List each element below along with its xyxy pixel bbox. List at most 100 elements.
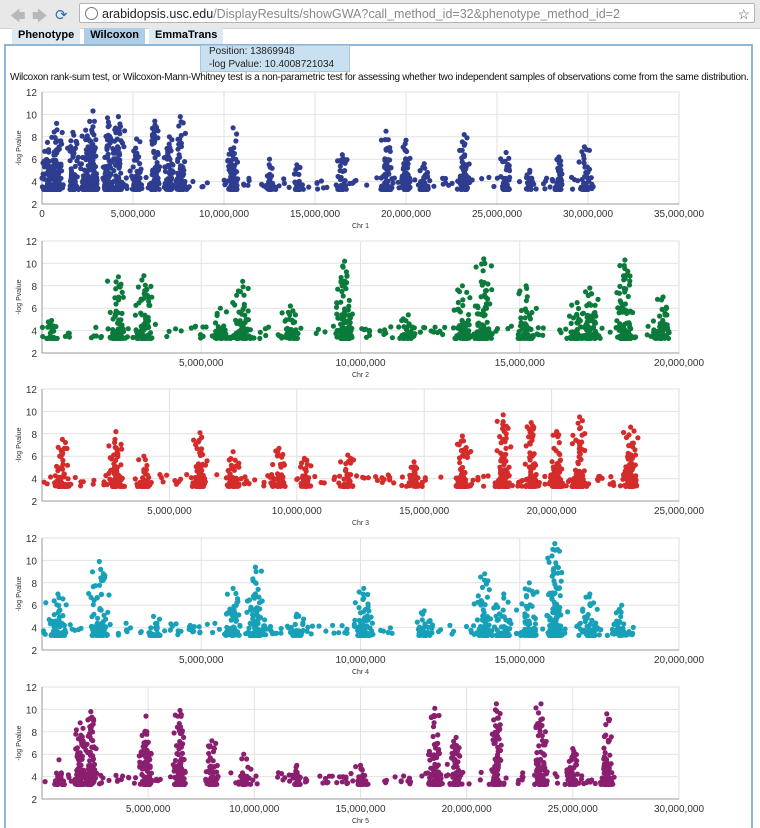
data-point[interactable] (197, 472, 203, 478)
data-point[interactable] (623, 434, 630, 441)
data-point[interactable] (364, 182, 370, 188)
data-point[interactable] (44, 139, 51, 145)
data-point[interactable] (476, 335, 482, 341)
tab-wilcoxon[interactable]: Wilcoxon (84, 28, 146, 44)
data-point[interactable] (573, 333, 579, 339)
data-point[interactable] (615, 324, 622, 330)
data-point[interactable] (623, 483, 629, 489)
data-point[interactable] (104, 166, 110, 172)
data-point[interactable] (442, 175, 448, 182)
data-point[interactable] (229, 474, 236, 480)
data-point[interactable] (440, 181, 446, 187)
data-point[interactable] (476, 331, 482, 337)
data-point[interactable] (56, 481, 62, 487)
data-point[interactable] (579, 418, 586, 424)
data-point[interactable] (212, 620, 218, 626)
data-point[interactable] (553, 483, 559, 489)
data-point[interactable] (169, 161, 175, 167)
data-point[interactable] (127, 625, 134, 631)
data-point[interactable] (471, 623, 477, 629)
data-point[interactable] (133, 152, 139, 158)
data-point[interactable] (353, 177, 359, 184)
data-point[interactable] (582, 618, 588, 625)
data-point[interactable] (620, 335, 627, 341)
data-point[interactable] (533, 305, 539, 311)
data-point[interactable] (234, 159, 241, 165)
data-point[interactable] (569, 186, 576, 192)
data-point[interactable] (82, 168, 89, 174)
data-point[interactable] (631, 478, 637, 484)
data-point[interactable] (250, 593, 256, 599)
data-point[interactable] (110, 186, 116, 192)
data-point[interactable] (60, 613, 66, 619)
data-point[interactable] (175, 632, 181, 638)
data-point[interactable] (134, 136, 140, 142)
data-point[interactable] (67, 158, 73, 164)
data-point[interactable] (63, 483, 69, 489)
data-point[interactable] (500, 421, 506, 427)
data-point[interactable] (102, 154, 108, 160)
data-point[interactable] (154, 160, 160, 166)
data-point[interactable] (115, 144, 121, 150)
data-point[interactable] (318, 178, 324, 184)
data-point[interactable] (425, 624, 431, 630)
data-point[interactable] (204, 458, 210, 464)
data-point[interactable] (330, 622, 336, 628)
data-point[interactable] (486, 587, 492, 593)
data-point[interactable] (314, 180, 320, 186)
data-point[interactable] (459, 317, 465, 324)
data-point[interactable] (58, 620, 64, 626)
data-point[interactable] (337, 168, 343, 174)
data-point[interactable] (256, 594, 262, 600)
data-point[interactable] (55, 444, 61, 450)
data-point[interactable] (65, 145, 71, 151)
data-point[interactable] (617, 483, 624, 489)
data-point[interactable] (345, 318, 351, 324)
data-point[interactable] (485, 473, 491, 479)
data-point[interactable] (583, 321, 589, 327)
data-point[interactable] (463, 323, 469, 329)
data-point[interactable] (98, 334, 104, 341)
data-point[interactable] (423, 770, 429, 776)
data-point[interactable] (485, 296, 491, 302)
data-point[interactable] (480, 307, 486, 314)
data-point[interactable] (141, 273, 147, 279)
data-point[interactable] (599, 325, 605, 331)
data-point[interactable] (146, 298, 152, 304)
data-point[interactable] (112, 464, 118, 470)
data-point[interactable] (136, 182, 143, 188)
data-point[interactable] (374, 175, 380, 181)
data-point[interactable] (397, 335, 403, 341)
data-point[interactable] (422, 475, 428, 481)
data-point[interactable] (49, 317, 55, 324)
data-point[interactable] (551, 632, 557, 638)
data-point[interactable] (181, 184, 187, 190)
data-point[interactable] (437, 328, 443, 334)
data-point[interactable] (546, 559, 552, 565)
data-point[interactable] (144, 462, 150, 469)
data-point[interactable] (151, 148, 157, 154)
data-point[interactable] (252, 564, 258, 570)
data-point[interactable] (343, 269, 349, 275)
data-point[interactable] (204, 621, 210, 627)
data-point[interactable] (622, 289, 628, 295)
data-point[interactable] (481, 313, 487, 319)
data-point[interactable] (594, 606, 600, 612)
data-point[interactable] (250, 777, 256, 783)
bookmark-star-icon[interactable]: ☆ (737, 6, 750, 22)
data-point[interactable] (463, 186, 469, 192)
data-point[interactable] (59, 436, 65, 442)
data-point[interactable] (344, 157, 350, 163)
data-point[interactable] (466, 312, 472, 318)
data-point[interactable] (276, 445, 282, 451)
data-point[interactable] (245, 308, 251, 314)
data-point[interactable] (463, 177, 469, 183)
data-point[interactable] (361, 595, 367, 601)
data-point[interactable] (617, 283, 623, 289)
data-point[interactable] (197, 482, 203, 489)
data-point[interactable] (194, 468, 200, 474)
data-point[interactable] (263, 632, 269, 638)
data-point[interactable] (233, 590, 239, 597)
data-point[interactable] (528, 627, 534, 633)
data-point[interactable] (399, 179, 405, 185)
